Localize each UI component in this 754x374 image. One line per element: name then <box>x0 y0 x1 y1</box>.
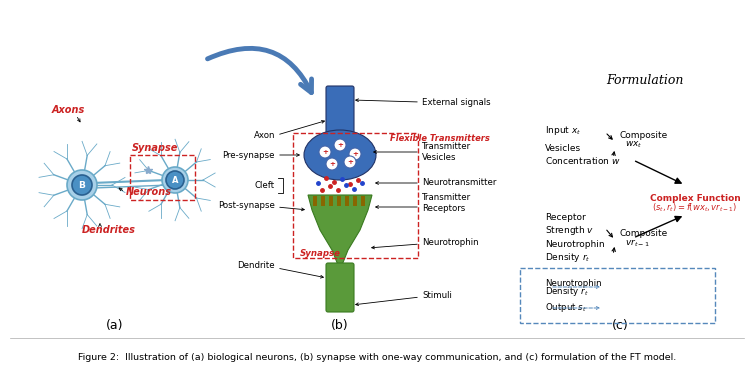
FancyBboxPatch shape <box>337 196 341 206</box>
Text: Axons: Axons <box>51 105 84 115</box>
Text: +: + <box>329 161 335 167</box>
Text: $vr_{t-1}$: $vr_{t-1}$ <box>625 237 650 249</box>
Text: Neurotransmitter: Neurotransmitter <box>422 178 496 187</box>
FancyBboxPatch shape <box>329 196 333 206</box>
FancyBboxPatch shape <box>321 196 325 206</box>
Circle shape <box>67 170 97 200</box>
Text: Neurotrophin: Neurotrophin <box>545 279 602 288</box>
Text: Stimuli: Stimuli <box>422 291 452 300</box>
FancyBboxPatch shape <box>345 196 349 206</box>
Circle shape <box>344 156 356 168</box>
Text: Formulation: Formulation <box>606 74 684 86</box>
Text: Input $x_t$: Input $x_t$ <box>545 123 581 137</box>
Text: (b): (b) <box>331 319 349 331</box>
Text: Output $s_t$: Output $s_t$ <box>545 301 587 315</box>
Text: Transmitter
Vesicles: Transmitter Vesicles <box>422 142 471 162</box>
Text: (a): (a) <box>106 319 124 331</box>
Text: +: + <box>352 151 358 157</box>
FancyBboxPatch shape <box>353 196 357 206</box>
Circle shape <box>166 171 184 189</box>
Text: +: + <box>337 142 343 148</box>
Text: Post-synapse: Post-synapse <box>218 200 275 209</box>
Text: B: B <box>78 181 85 190</box>
Circle shape <box>349 148 361 160</box>
Text: Synapse: Synapse <box>300 248 341 258</box>
Circle shape <box>162 167 188 193</box>
Text: (c): (c) <box>611 319 628 331</box>
Text: $wx_t$: $wx_t$ <box>625 140 642 150</box>
Text: Complex Function: Complex Function <box>650 193 740 202</box>
Text: Neurons: Neurons <box>126 187 172 197</box>
Text: Pre-synapse: Pre-synapse <box>222 150 275 159</box>
Bar <box>130 155 195 200</box>
Text: Flexible Transmitters: Flexible Transmitters <box>390 134 490 142</box>
Bar <box>293 133 418 258</box>
FancyBboxPatch shape <box>326 263 354 312</box>
FancyBboxPatch shape <box>326 86 354 135</box>
Text: Composite: Composite <box>620 229 668 237</box>
Circle shape <box>72 175 92 195</box>
Text: Transmitter
Receptors: Transmitter Receptors <box>422 193 471 213</box>
Text: Axon: Axon <box>253 131 275 140</box>
Text: +: + <box>347 159 353 165</box>
Text: Dendrite: Dendrite <box>238 261 275 270</box>
FancyBboxPatch shape <box>313 196 317 206</box>
Text: Neurotrophin: Neurotrophin <box>422 237 479 246</box>
Circle shape <box>326 158 338 170</box>
Text: +: + <box>322 149 328 155</box>
Bar <box>520 268 715 323</box>
Text: Density $r_t$: Density $r_t$ <box>545 285 589 298</box>
FancyBboxPatch shape <box>361 196 365 206</box>
Text: Cleft: Cleft <box>255 181 275 190</box>
Text: External signals: External signals <box>422 98 491 107</box>
Text: Dendrites: Dendrites <box>82 225 136 235</box>
Text: Neurotrophin
Density $r_t$: Neurotrophin Density $r_t$ <box>545 240 605 264</box>
Text: Composite: Composite <box>620 131 668 140</box>
Text: Synapse: Synapse <box>132 143 178 153</box>
Text: $(s_t, r_t) = f(wx_t, vr_{t-1})$: $(s_t, r_t) = f(wx_t, vr_{t-1})$ <box>652 202 737 214</box>
Text: A: A <box>172 175 178 184</box>
Text: Receptor
Strength $v$: Receptor Strength $v$ <box>545 213 594 237</box>
Circle shape <box>334 139 346 151</box>
FancyArrowPatch shape <box>207 48 311 93</box>
Text: Vesicles
Concentration $w$: Vesicles Concentration $w$ <box>545 144 621 166</box>
Text: Figure 2:  Illustration of (a) biological neurons, (b) synapse with one-way comm: Figure 2: Illustration of (a) biological… <box>78 353 676 362</box>
Polygon shape <box>308 195 372 270</box>
Circle shape <box>319 146 331 158</box>
Ellipse shape <box>304 130 376 180</box>
